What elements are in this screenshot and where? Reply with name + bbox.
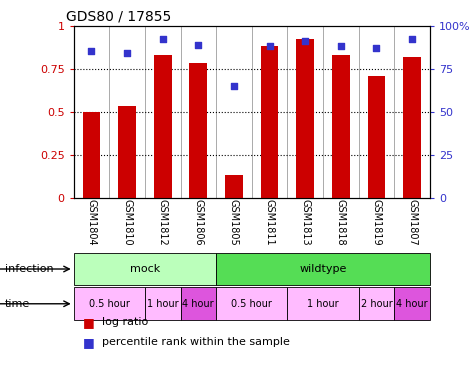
Point: [124, 50, 131, 56]
Text: percentile rank within the sample: percentile rank within the sample: [102, 337, 290, 347]
Point: [266, 43, 274, 49]
Bar: [190, 63, 207, 198]
Bar: [216, 287, 287, 320]
Text: ■: ■: [83, 336, 95, 349]
Bar: [287, 287, 359, 320]
Bar: [359, 287, 394, 320]
Text: ■: ■: [83, 315, 95, 329]
Bar: [225, 175, 243, 198]
Bar: [118, 107, 136, 198]
Bar: [394, 287, 430, 320]
Text: 1 hour: 1 hour: [307, 299, 339, 309]
Bar: [74, 287, 145, 320]
Bar: [296, 40, 314, 198]
Text: 1 hour: 1 hour: [147, 299, 179, 309]
Point: [230, 83, 238, 89]
Text: infection: infection: [5, 264, 53, 274]
Text: 0.5 hour: 0.5 hour: [89, 299, 130, 309]
Text: 4 hour: 4 hour: [396, 299, 428, 309]
Point: [408, 37, 416, 42]
Bar: [83, 112, 100, 198]
Text: 2 hour: 2 hour: [361, 299, 392, 309]
Point: [337, 43, 345, 49]
Bar: [154, 55, 171, 198]
Text: mock: mock: [130, 264, 160, 274]
Bar: [180, 287, 216, 320]
Bar: [332, 55, 350, 198]
Bar: [403, 57, 421, 198]
Point: [159, 37, 166, 42]
Text: 4 hour: 4 hour: [182, 299, 214, 309]
Text: time: time: [5, 299, 30, 309]
Text: 0.5 hour: 0.5 hour: [231, 299, 272, 309]
Text: wildtype: wildtype: [299, 264, 347, 274]
Text: GDS80 / 17855: GDS80 / 17855: [66, 9, 172, 23]
Bar: [74, 253, 216, 285]
Text: log ratio: log ratio: [102, 317, 148, 327]
Bar: [145, 287, 180, 320]
Bar: [261, 46, 278, 198]
Point: [301, 38, 309, 44]
Bar: [216, 253, 430, 285]
Point: [87, 48, 95, 54]
Bar: [368, 75, 385, 198]
Point: [195, 42, 202, 48]
Point: [372, 45, 380, 51]
